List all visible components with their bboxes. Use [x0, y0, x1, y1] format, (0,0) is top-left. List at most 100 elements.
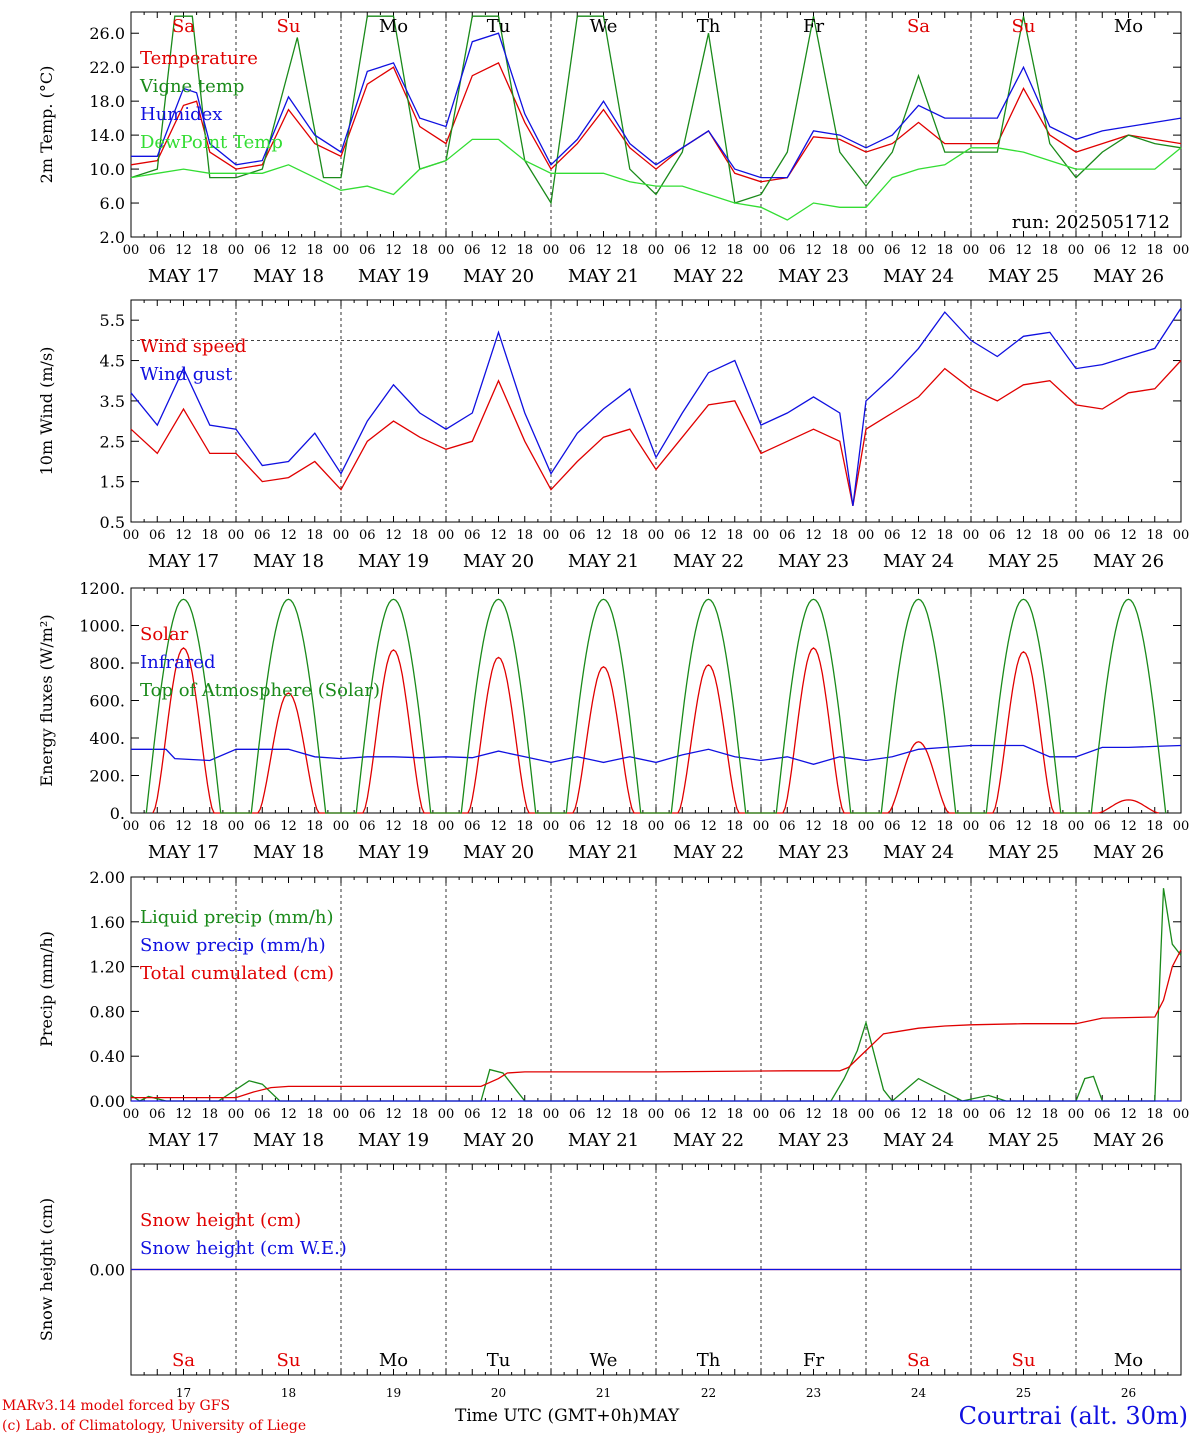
hour-label: 12: [490, 1107, 507, 1122]
weekday-label: Su: [277, 16, 301, 37]
hour-label: 18: [1041, 819, 1058, 834]
hour-label: 00: [543, 819, 560, 834]
hour-label: 12: [385, 1107, 402, 1122]
legend-entry: Snow precip (mm/h): [140, 935, 326, 956]
weekday-label: Mo: [379, 1350, 408, 1371]
weekday-label: Th: [697, 1350, 721, 1371]
hour-label: 12: [1120, 243, 1137, 258]
hour-label: 06: [464, 819, 481, 834]
day-number: 20: [491, 1386, 506, 1400]
hour-label: 18: [201, 819, 218, 834]
hour-label: 00: [648, 528, 665, 543]
y-tick-label: 4.5: [100, 352, 125, 371]
hour-label: 12: [385, 243, 402, 258]
y-tick-label: 22.0: [89, 58, 125, 77]
date-label: MAY 24: [883, 266, 954, 287]
hour-label: 12: [700, 528, 717, 543]
hour-label: 12: [385, 528, 402, 543]
hour-label: 12: [490, 528, 507, 543]
hour-label: 18: [411, 819, 428, 834]
hour-label: 12: [805, 819, 822, 834]
hour-label: 18: [621, 819, 638, 834]
series-energy-2: [145, 598, 1167, 814]
day-number: 19: [386, 1386, 401, 1400]
hour-label: 18: [1146, 528, 1163, 543]
date-label: MAY 23: [778, 551, 849, 572]
hour-label: 12: [595, 819, 612, 834]
time-axis-title: Time UTC (GMT+0h): [455, 1406, 640, 1426]
weekday-label: Sa: [172, 1350, 195, 1371]
hour-label: 12: [805, 1107, 822, 1122]
hour-label: 00: [228, 819, 245, 834]
hour-label: 06: [149, 819, 166, 834]
hour-label: 06: [779, 1107, 796, 1122]
hour-label: 12: [1120, 1107, 1137, 1122]
hour-label: 00: [123, 1107, 140, 1122]
series-temp-3: [130, 138, 1182, 221]
date-label: MAY 22: [673, 1130, 744, 1151]
hour-label: 00: [1068, 243, 1085, 258]
date-label: MAY 25: [988, 842, 1059, 863]
hour-label: 00: [228, 1107, 245, 1122]
hour-label: 18: [411, 1107, 428, 1122]
hour-label: 00: [963, 528, 980, 543]
weekday-label: We: [590, 1350, 618, 1371]
station-name: Courtrai (alt. 30m): [958, 1402, 1188, 1430]
hour-label: 18: [1041, 528, 1058, 543]
date-label: MAY 18: [253, 1130, 324, 1151]
weekday-label: We: [590, 16, 618, 37]
weekday-label: Sa: [172, 16, 195, 37]
y-axis-label: Precip (mm/h): [37, 931, 56, 1047]
hour-label: 00: [438, 1107, 455, 1122]
legend-entry: Vigne temp: [139, 76, 244, 97]
y-tick-label: 0.: [110, 804, 125, 823]
panel-snow: [130, 1163, 1182, 1376]
hour-label: 00: [438, 528, 455, 543]
model-credit: MARv3.14 model forced by GFS: [2, 1398, 231, 1414]
hour-label: 06: [884, 819, 901, 834]
weekday-label: Tu: [487, 1350, 511, 1371]
hour-label: 00: [543, 243, 560, 258]
hour-label: 06: [884, 1107, 901, 1122]
hour-label: 00: [543, 528, 560, 543]
hour-label: 18: [1146, 1107, 1163, 1122]
day-number: 26: [1121, 1386, 1136, 1400]
hour-label: 18: [831, 528, 848, 543]
date-label: MAY 24: [883, 1130, 954, 1151]
weekday-label: Sa: [907, 16, 930, 37]
hour-label: 06: [674, 819, 691, 834]
y-tick-label: 0.80: [89, 1002, 125, 1021]
hour-label: 00: [333, 1107, 350, 1122]
legend-entry: Wind gust: [140, 364, 233, 385]
legend-entry: Snow height (cm W.E.): [140, 1238, 347, 1259]
y-tick-label: 1.5: [100, 473, 125, 492]
hour-label: 12: [280, 1107, 297, 1122]
hour-label: 00: [1068, 1107, 1085, 1122]
hour-label: 00: [123, 243, 140, 258]
legend-entry: Wind speed: [140, 336, 246, 357]
y-tick-label: 10.0: [89, 160, 125, 179]
hour-label: 00: [858, 243, 875, 258]
hour-label: 18: [201, 243, 218, 258]
y-tick-label: 2.0: [100, 228, 125, 247]
hour-label: 00: [858, 528, 875, 543]
hour-label: 18: [726, 1107, 743, 1122]
hour-label: 18: [621, 1107, 638, 1122]
hour-label: 18: [201, 528, 218, 543]
hour-label: 06: [149, 243, 166, 258]
hour-label: 00: [123, 819, 140, 834]
hour-label: 06: [989, 819, 1006, 834]
hour-label: 00: [333, 819, 350, 834]
hour-label: 00: [963, 1107, 980, 1122]
date-label: MAY 26: [1093, 551, 1164, 572]
date-label: MAY 24: [883, 842, 954, 863]
meteogram: 26.0 22.0 18.0 14.0 10.0 6.0 2.0 2m Temp. (°C) 0…: [37, 11, 1190, 1400]
hour-label: 00: [1173, 1107, 1190, 1122]
hour-label: 18: [936, 528, 953, 543]
hour-label: 00: [858, 1107, 875, 1122]
weekday-label: Tu: [487, 16, 511, 37]
day-number: 22: [701, 1386, 716, 1400]
hour-label: 06: [569, 243, 586, 258]
hour-label: 00: [963, 819, 980, 834]
panel-frame: [130, 11, 1182, 238]
